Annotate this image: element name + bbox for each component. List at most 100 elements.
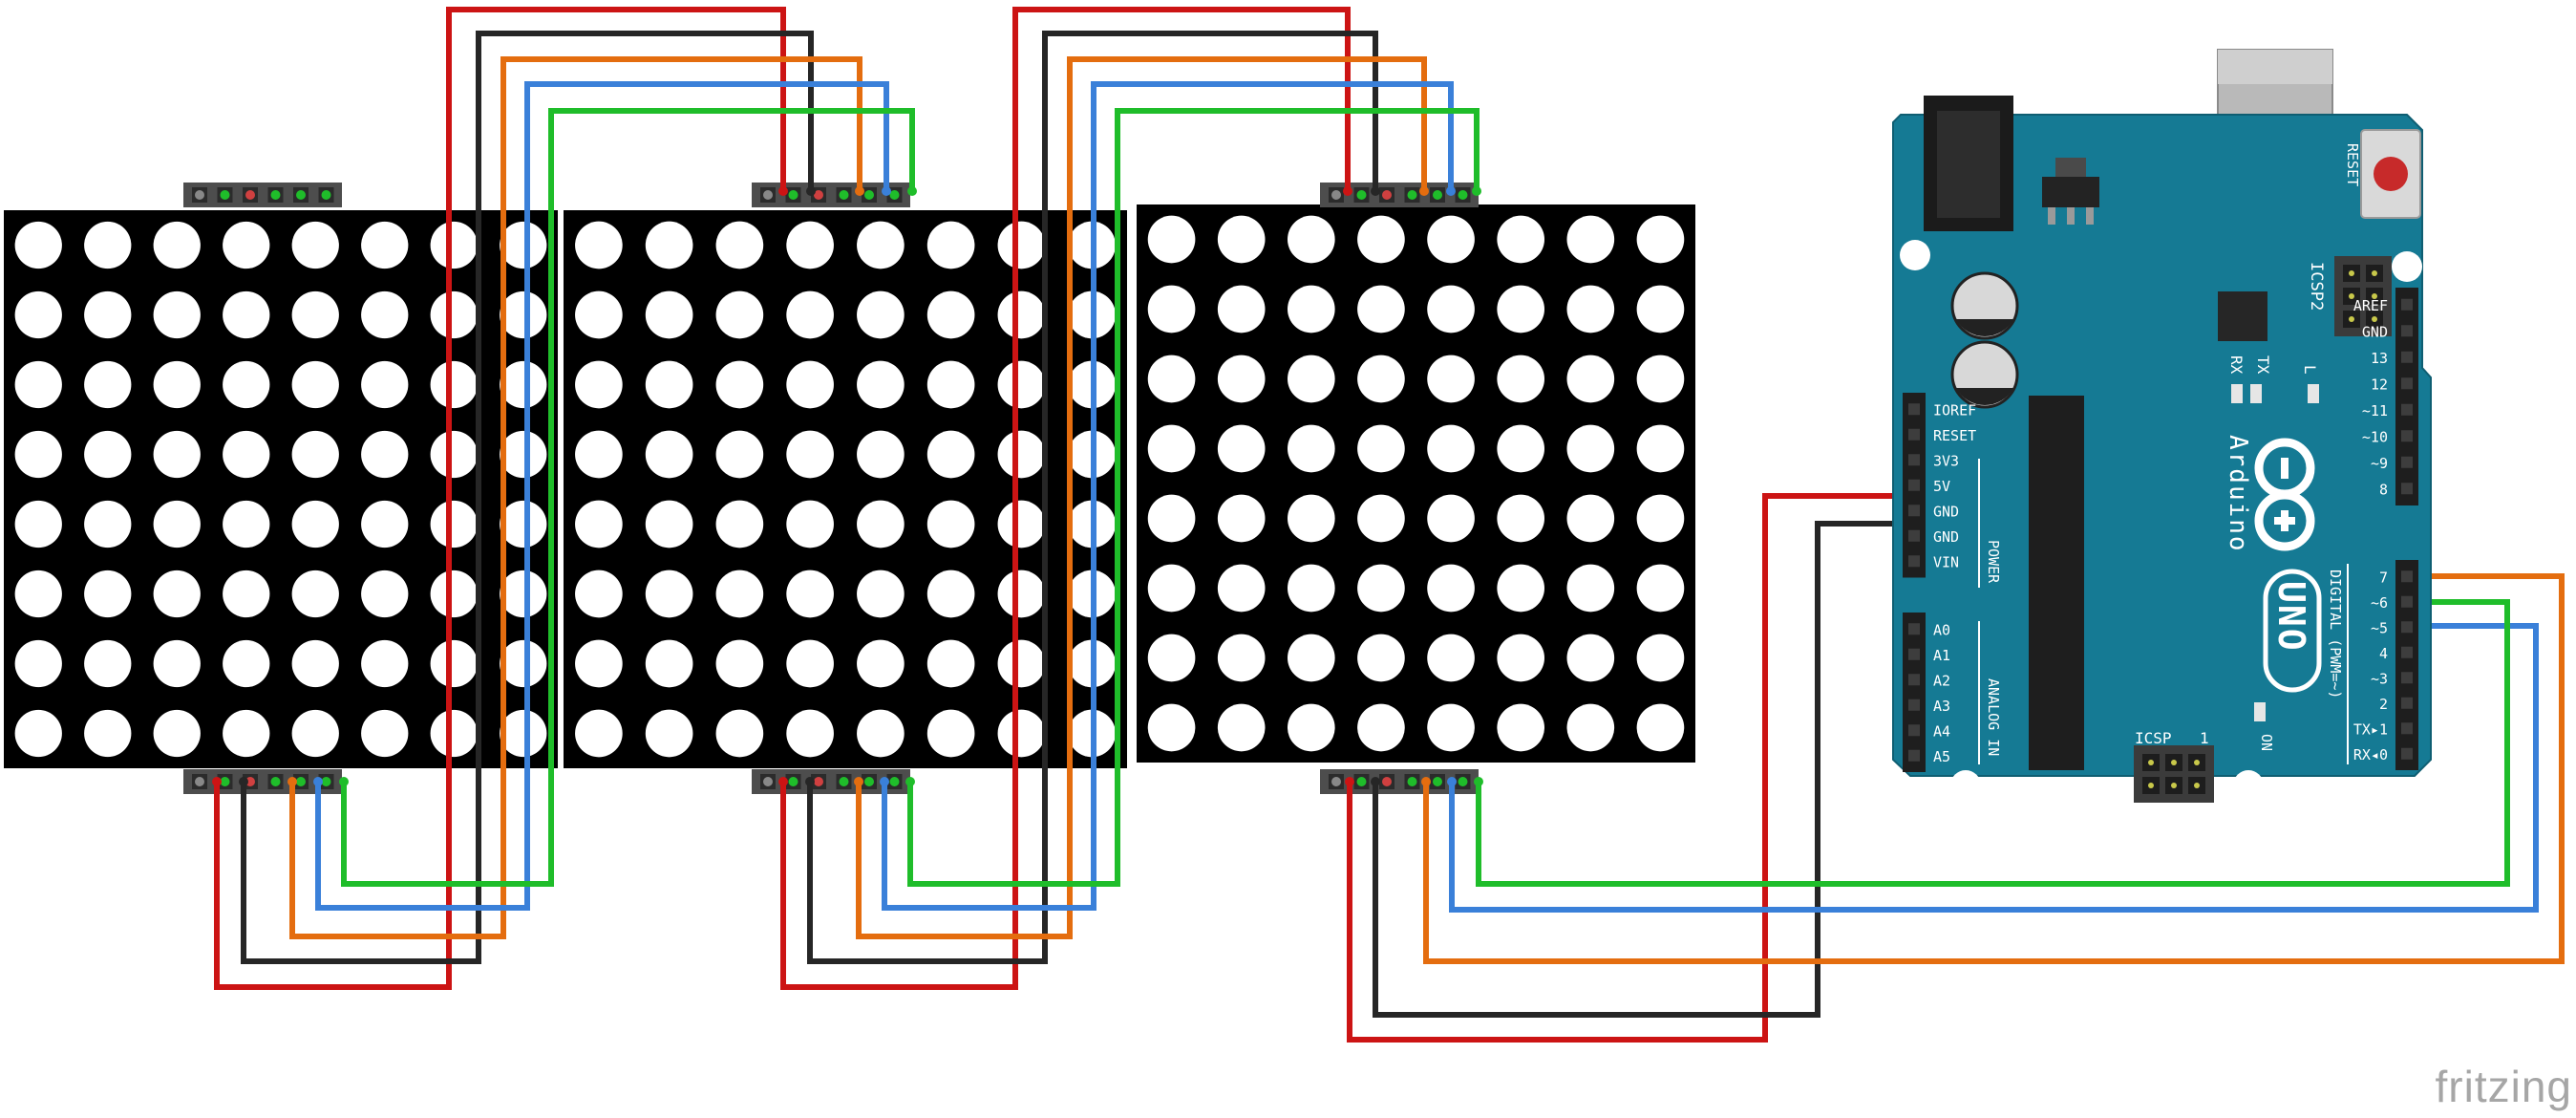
wire-cs-1[interactable]: [315, 81, 889, 911]
analog-pin-pin[interactable]: [1908, 623, 1920, 635]
digital-pin-pin[interactable]: [2401, 747, 2413, 760]
digital-pin-pin[interactable]: [2401, 722, 2413, 735]
wire-gnd-1-end[interactable]: [806, 186, 816, 196]
wire-din-1-end[interactable]: [287, 777, 297, 786]
wire-vcc-1-end[interactable]: [778, 186, 788, 196]
header-pin-pad[interactable]: [839, 777, 849, 786]
header-pin-pad[interactable]: [220, 777, 230, 786]
wire-din-2-end[interactable]: [854, 777, 863, 786]
digital-pin-pin[interactable]: [2401, 697, 2413, 709]
wire-gnd-2-end[interactable]: [1371, 186, 1380, 196]
wire-cs-arduino[interactable]: [1449, 623, 2539, 913]
wire-gnd-1-end[interactable]: [239, 777, 248, 786]
header-pin-pad[interactable]: [763, 190, 773, 200]
power-pin-pin[interactable]: [1908, 403, 1920, 416]
wire-cs-arduino-end[interactable]: [1447, 777, 1457, 786]
power-pin-pin[interactable]: [1908, 479, 1920, 491]
digital-pin-pin[interactable]: [2401, 298, 2413, 311]
wire-gnd-2-end[interactable]: [805, 777, 815, 786]
wire-cs-1-end[interactable]: [313, 777, 323, 786]
wire-din-2-end[interactable]: [1419, 186, 1429, 196]
wire-clk-1-end[interactable]: [339, 777, 349, 786]
header-pin-pad[interactable]: [889, 190, 900, 200]
wire-clk-1-end[interactable]: [907, 186, 917, 196]
wire-gnd-arduino-end[interactable]: [1371, 777, 1380, 786]
header-pin-pad[interactable]: [1356, 190, 1367, 200]
header-pin-pad[interactable]: [1458, 190, 1468, 200]
header-pin-pad[interactable]: [195, 190, 204, 200]
wire-vcc-1-end[interactable]: [212, 777, 222, 786]
wire-vcc-2-end[interactable]: [778, 777, 788, 786]
header-pin-pad[interactable]: [270, 190, 281, 200]
header-pin-pad[interactable]: [321, 777, 331, 786]
digital-pin-pin[interactable]: [2401, 456, 2413, 468]
power-pin-pin[interactable]: [1908, 428, 1920, 441]
header-pin-pad[interactable]: [864, 190, 874, 200]
wire-din-arduino[interactable]: [1423, 573, 2565, 964]
power-pin-pin[interactable]: [1908, 505, 1920, 517]
analog-pin-pin[interactable]: [1908, 699, 1920, 711]
wire-din-1-end[interactable]: [855, 186, 864, 196]
wire-gnd-arduino[interactable]: [1373, 521, 1910, 1018]
digital-pin-pin[interactable]: [2401, 570, 2413, 583]
wire-clk-2[interactable]: [907, 108, 1480, 887]
wire-clk-arduino-end[interactable]: [1474, 777, 1483, 786]
wire-clk-2-end[interactable]: [1472, 186, 1481, 196]
digital-pin-pin[interactable]: [2401, 672, 2413, 684]
header-pin-pad[interactable]: [1407, 190, 1417, 200]
digital-pin-pin[interactable]: [2401, 325, 2413, 337]
header-pin-pad[interactable]: [296, 777, 306, 786]
digital-pin-pin[interactable]: [2401, 403, 2413, 416]
analog-pin-pin[interactable]: [1908, 674, 1920, 686]
header-pin-pad[interactable]: [814, 190, 823, 200]
analog-pin-pin[interactable]: [1908, 648, 1920, 660]
digital-pin-pin[interactable]: [2401, 430, 2413, 442]
header-pin-pad[interactable]: [245, 190, 255, 200]
wire-clk-arduino[interactable]: [1476, 599, 2510, 887]
header-pin-pad[interactable]: [220, 190, 230, 200]
header-pin-pad[interactable]: [788, 190, 798, 200]
power-pin-pin[interactable]: [1908, 555, 1920, 568]
header-pin-pad[interactable]: [296, 190, 306, 200]
header-pin-pad[interactable]: [864, 777, 874, 786]
digital-pin-pin[interactable]: [2401, 351, 2413, 363]
header-pin-pad[interactable]: [814, 777, 823, 786]
header-pin-pad[interactable]: [839, 190, 849, 200]
header-pin-pad[interactable]: [1382, 777, 1392, 786]
digital-pin-pin[interactable]: [2401, 377, 2413, 390]
wire-vcc-2[interactable]: [780, 7, 1351, 990]
header-pin-pad[interactable]: [245, 777, 255, 786]
digital-pin-pin[interactable]: [2401, 595, 2413, 608]
wire-din-arduino-end[interactable]: [1421, 777, 1431, 786]
header-pin-pad[interactable]: [1433, 777, 1442, 786]
wire-vcc-1[interactable]: [214, 7, 786, 990]
wire-vcc-arduino[interactable]: [1347, 493, 1910, 1043]
header-pin-pad[interactable]: [763, 777, 773, 786]
power-pin-pin[interactable]: [1908, 529, 1920, 542]
wire-clk-2-end[interactable]: [905, 777, 915, 786]
digital-pin-pin[interactable]: [2401, 646, 2413, 658]
wire-vcc-arduino-end[interactable]: [1345, 777, 1354, 786]
header-pin-pad[interactable]: [788, 777, 798, 786]
header-pin-pad[interactable]: [321, 190, 331, 200]
wire-cs-2-end[interactable]: [880, 777, 889, 786]
wire-cs-2[interactable]: [882, 81, 1454, 911]
reset-button-cap[interactable]: [2374, 157, 2408, 191]
header-pin-pad[interactable]: [1458, 777, 1468, 786]
analog-pin-pin[interactable]: [1908, 749, 1920, 762]
wire-clk-1[interactable]: [341, 108, 915, 887]
header-pin-pad[interactable]: [270, 777, 281, 786]
header-pin-pad[interactable]: [1331, 190, 1341, 200]
header-pin-pad[interactable]: [1356, 777, 1367, 786]
header-pin-pad[interactable]: [1433, 190, 1442, 200]
wire-cs-1-end[interactable]: [882, 186, 891, 196]
digital-pin-pin[interactable]: [2401, 621, 2413, 634]
wire-vcc-2-end[interactable]: [1343, 186, 1352, 196]
power-pin-pin[interactable]: [1908, 454, 1920, 466]
header-pin-pad[interactable]: [1407, 777, 1417, 786]
wire-cs-2-end[interactable]: [1446, 186, 1456, 196]
header-pin-pad[interactable]: [1331, 777, 1341, 786]
header-pin-pad[interactable]: [195, 777, 204, 786]
header-pin-pad[interactable]: [889, 777, 900, 786]
header-pin-pad[interactable]: [1382, 190, 1392, 200]
